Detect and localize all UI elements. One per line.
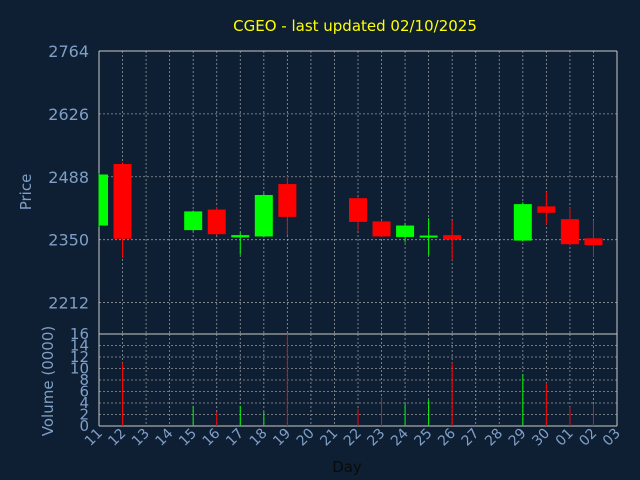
volume-tick-label: 6 <box>79 383 89 401</box>
x-tick-label: 26 <box>435 425 459 449</box>
x-tick-label: 02 <box>576 426 600 450</box>
candle-body <box>113 164 132 239</box>
candle-body <box>184 211 203 231</box>
x-tick-label: 28 <box>482 426 506 450</box>
x-tick-label: 14 <box>153 425 177 449</box>
x-tick-label: 24 <box>388 425 412 449</box>
candle-body <box>349 198 367 222</box>
x-tick-label: 17 <box>223 426 247 450</box>
volume-tick-label: 10 <box>70 360 89 378</box>
x-axis-ticks: 11 12 13 14 15 16 17 18 19 20 21 22 23 24 25 26 27 28 29 30… <box>82 425 624 449</box>
x-tick-label: 25 <box>412 426 436 450</box>
price-tick-label: 2488 <box>48 168 89 187</box>
x-tick-label: 21 <box>317 426 341 450</box>
x-tick-label: 20 <box>294 426 318 450</box>
price-axis-label: Price <box>17 174 35 211</box>
volume-tick-label: 0 <box>79 417 89 435</box>
volume-tick-label: 14 <box>70 337 89 355</box>
candle-body <box>99 174 108 226</box>
x-tick-label: 22 <box>341 426 365 450</box>
candle-body <box>537 206 556 213</box>
x-tick-label: 23 <box>364 426 388 450</box>
price-tick-label: 2212 <box>48 294 89 313</box>
candle-body <box>278 184 297 217</box>
price-tick-label: 2626 <box>48 105 89 124</box>
x-tick-label: 29 <box>506 426 530 450</box>
candle-body <box>443 235 462 240</box>
price-tick-label: 2764 <box>48 42 89 61</box>
x-tick-label: 19 <box>270 426 294 450</box>
candle-body <box>396 225 415 237</box>
x-tick-label: 30 <box>529 426 553 450</box>
candle-body <box>231 235 250 238</box>
price-panel: 2764 2626 2488 2350 2212 <box>48 42 618 335</box>
volume-tick-label: 12 <box>70 348 89 366</box>
candle-body <box>513 204 532 241</box>
chart-title: CGEO - last updated 02/10/2025 <box>233 17 477 35</box>
volume-tick-label: 8 <box>79 371 89 389</box>
volume-axis-label: Volume (0000) <box>39 326 57 436</box>
candle-body <box>372 221 391 237</box>
x-tick-label: 13 <box>129 426 153 450</box>
x-tick-label: 18 <box>247 426 271 450</box>
candle-body <box>584 238 603 246</box>
candle-body <box>560 219 579 245</box>
x-tick-label: 27 <box>459 426 483 450</box>
x-axis-label: Day <box>332 458 362 476</box>
volume-tick-label: 4 <box>79 394 89 412</box>
x-tick-label: 12 <box>105 426 129 450</box>
price-tick-label: 2350 <box>48 231 89 250</box>
x-tick-label: 03 <box>600 426 624 450</box>
candle-body <box>207 209 226 235</box>
candle-body <box>419 235 438 238</box>
x-tick-label: 16 <box>200 425 224 449</box>
candle-body <box>254 195 273 237</box>
x-tick-label: 15 <box>176 426 200 450</box>
volume-tick-label: 16 <box>70 325 89 343</box>
x-tick-label: 01 <box>553 426 577 450</box>
volume-tick-label: 2 <box>79 406 89 424</box>
